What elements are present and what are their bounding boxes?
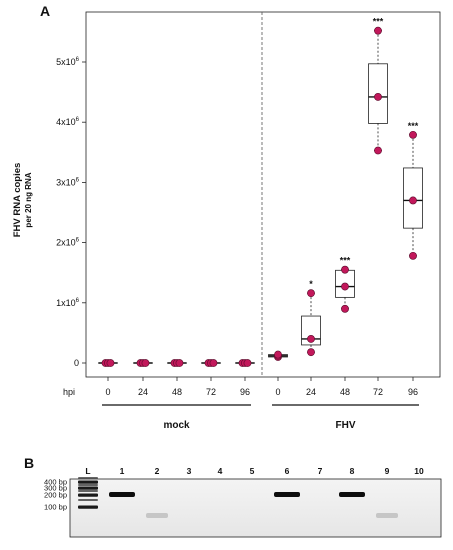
data-point [374, 26, 382, 35]
y-tick-label: 0 [74, 358, 79, 368]
y-axis-label: FHV RNA copiesper 20 ng RNA [12, 163, 33, 238]
gel-band-faint [146, 513, 168, 518]
significance-label: *** [340, 256, 351, 266]
data-point [274, 350, 282, 359]
data-point [341, 265, 349, 274]
gel-band-strong [339, 492, 365, 497]
significance-label: *** [373, 17, 384, 27]
y-tick-label: 2x106 [56, 238, 80, 248]
x-tick-label: 0 [275, 387, 280, 397]
ladder-band [78, 480, 98, 484]
data-point [409, 196, 417, 205]
ladder-size-label: 400 bp [44, 478, 67, 487]
ladder-band [78, 505, 98, 509]
x-tick-label: 96 [408, 387, 418, 397]
data-point [409, 251, 417, 260]
lane-number: 6 [285, 466, 290, 476]
data-point [409, 130, 417, 139]
x-tick-label: 48 [172, 387, 182, 397]
lane-number: 2 [155, 466, 160, 476]
data-point [175, 359, 184, 367]
x-tick-label: 24 [138, 387, 148, 397]
gel-band-strong [109, 492, 135, 497]
data-point [341, 304, 349, 313]
lane-number: 1 [120, 466, 125, 476]
lane-number: 10 [414, 466, 424, 476]
data-point [341, 282, 349, 291]
y-tick-label: 3x106 [56, 177, 80, 187]
ladder-lane-label: L [85, 466, 90, 476]
plot-frame [85, 11, 441, 378]
data-point [307, 335, 315, 343]
ladder-size-label: 100 bp [44, 503, 67, 512]
data-point [141, 359, 150, 367]
lane-number: 9 [385, 466, 390, 476]
ladder-band-minor [78, 484, 98, 486]
data-point [209, 359, 218, 367]
significance-label: * [309, 279, 313, 289]
x-tick-label: 96 [240, 387, 250, 397]
ladder-band [78, 486, 98, 490]
group-label: FHV [336, 420, 356, 431]
ladder-size-label: 300 bp [44, 484, 67, 493]
panel-b-label: B [24, 455, 34, 471]
lane-number: 7 [318, 466, 323, 476]
ladder-band-minor [78, 477, 98, 479]
y-tick-label: 5x106 [56, 57, 80, 67]
x-tick-label: 48 [340, 387, 350, 397]
lane-number: 5 [250, 466, 255, 476]
y-tick-label: 4x106 [56, 117, 80, 127]
ladder-band [78, 493, 98, 497]
significance-label: *** [408, 121, 419, 131]
x-tick-label: 0 [105, 387, 110, 397]
x-tick-label: 24 [306, 387, 316, 397]
boxplot-chart: 0 1x106 2x106 3x106 4x106 5x106 FHV RNA copies… [12, 11, 441, 431]
lane-number: 8 [350, 466, 355, 476]
data-point [106, 359, 115, 367]
data-point [243, 359, 252, 367]
panel-a-label: A [40, 3, 50, 19]
gel-band-faint [376, 513, 398, 518]
x-tick-label: 72 [373, 387, 383, 397]
lane-number: 3 [187, 466, 192, 476]
gel-band-strong [274, 492, 300, 497]
x-tick-label: 72 [206, 387, 216, 397]
box [301, 315, 321, 346]
lane-number: 4 [218, 466, 223, 476]
group-label: mock [163, 420, 190, 431]
ladder-band-minor [78, 490, 98, 492]
ladder-band-minor [78, 499, 98, 501]
data-point [307, 289, 315, 298]
data-point [374, 146, 382, 155]
y-tick-label: 1x106 [56, 298, 80, 308]
x-axis-prefix: hpi [63, 387, 75, 397]
gel-frame [69, 478, 442, 538]
data-point [307, 348, 315, 357]
ladder-size-label: 200 bp [44, 491, 67, 500]
data-point [374, 93, 382, 101]
